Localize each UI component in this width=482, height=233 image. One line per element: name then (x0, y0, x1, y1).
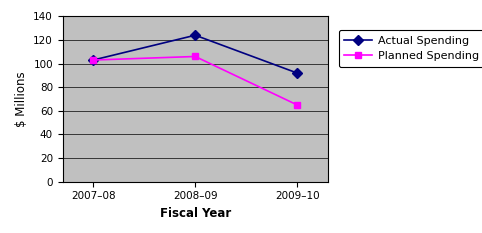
Y-axis label: $ Millions: $ Millions (14, 71, 27, 127)
Actual Spending (192, 34, 198, 37)
Actual Spending (90, 59, 96, 62)
Planned Spending (90, 59, 96, 62)
Legend: Actual Spending, Planned Spending: Actual Spending, Planned Spending (339, 30, 482, 67)
Planned Spending (295, 103, 300, 106)
Actual Spending (295, 72, 300, 74)
X-axis label: Fiscal Year: Fiscal Year (160, 207, 231, 220)
Line: Actual Spending: Actual Spending (90, 32, 301, 76)
Line: Planned Spending: Planned Spending (90, 53, 301, 108)
Planned Spending (192, 55, 198, 58)
